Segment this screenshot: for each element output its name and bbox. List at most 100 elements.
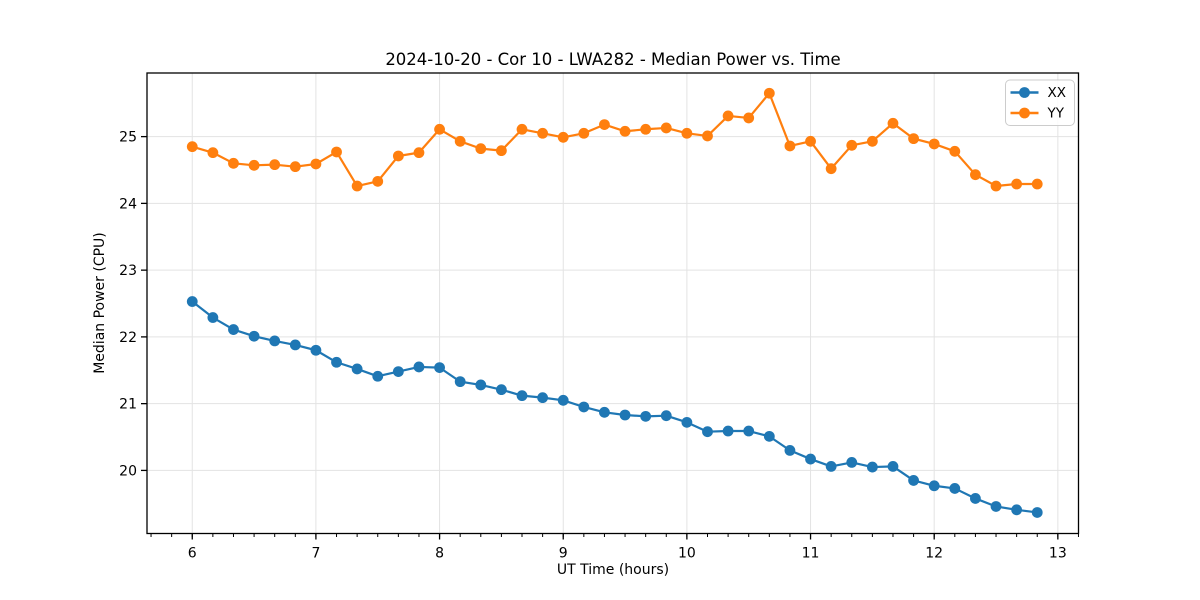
data-point xyxy=(557,394,569,406)
legend-label: YY xyxy=(1047,106,1065,122)
data-point xyxy=(557,131,569,143)
data-point xyxy=(619,125,631,137)
x-tick-label: 9 xyxy=(559,546,568,562)
series-xx xyxy=(186,296,1043,518)
data-point xyxy=(269,159,281,171)
data-point xyxy=(805,135,816,147)
data-point xyxy=(248,159,260,171)
series-yy xyxy=(186,87,1043,192)
data-point xyxy=(970,169,981,181)
data-point xyxy=(351,363,363,375)
x-tick-label: 10 xyxy=(678,546,696,562)
legend-marker xyxy=(1019,107,1030,119)
data-point xyxy=(578,127,590,139)
legend-item-yy: YY xyxy=(1010,106,1065,122)
data-point xyxy=(846,139,858,151)
data-point xyxy=(866,135,878,147)
data-point xyxy=(392,366,404,378)
data-point xyxy=(454,135,466,147)
data-point xyxy=(763,430,775,442)
data-point xyxy=(970,493,981,504)
x-tick-label: 8 xyxy=(435,546,444,562)
data-point xyxy=(207,147,219,159)
data-point xyxy=(887,461,899,472)
data-point xyxy=(434,123,445,135)
data-point xyxy=(392,150,404,162)
data-point xyxy=(516,123,528,135)
data-point xyxy=(825,163,837,175)
data-point xyxy=(228,157,239,169)
data-point xyxy=(928,480,940,492)
y-tick-label: 24 xyxy=(119,196,137,212)
data-point xyxy=(372,175,384,187)
data-point xyxy=(495,384,507,396)
data-point xyxy=(495,145,507,157)
data-point xyxy=(578,401,590,413)
data-point xyxy=(310,158,322,170)
data-point xyxy=(1031,178,1043,190)
data-point xyxy=(702,426,713,438)
data-point xyxy=(331,356,342,368)
data-point xyxy=(413,147,425,159)
data-point xyxy=(619,409,631,421)
data-point xyxy=(269,335,281,347)
data-point xyxy=(949,145,961,157)
data-point xyxy=(372,370,384,382)
data-point xyxy=(722,425,734,437)
data-point xyxy=(928,138,940,150)
data-point xyxy=(784,140,796,152)
y-tick-label: 21 xyxy=(119,397,137,413)
data-point xyxy=(825,461,837,472)
data-point xyxy=(722,110,734,122)
y-tick-label: 25 xyxy=(119,130,137,146)
data-point xyxy=(537,127,549,139)
data-point xyxy=(887,117,899,129)
legend-label: XX xyxy=(1048,85,1067,101)
data-point xyxy=(516,390,528,402)
data-point xyxy=(475,379,487,391)
data-point xyxy=(805,453,816,465)
data-point xyxy=(310,344,322,356)
plot-frame xyxy=(146,72,1080,535)
x-tick-label: 11 xyxy=(802,546,820,562)
y-axis-label: Median Power (CPU) xyxy=(92,232,108,374)
data-point xyxy=(743,112,755,124)
data-point xyxy=(289,339,301,351)
data-point xyxy=(186,296,198,307)
legend-item-xx: XX xyxy=(1010,85,1067,101)
data-point xyxy=(908,475,919,486)
data-point xyxy=(289,161,301,173)
y-tick-label: 23 xyxy=(119,263,137,279)
data-point xyxy=(640,410,652,422)
data-point xyxy=(990,501,1002,512)
data-point xyxy=(681,416,693,428)
data-point xyxy=(660,122,672,134)
data-point xyxy=(413,361,425,373)
data-point xyxy=(908,133,919,145)
data-point xyxy=(331,146,342,158)
data-point xyxy=(763,87,775,99)
data-point xyxy=(454,376,466,388)
data-point xyxy=(186,141,198,153)
y-tick-label: 22 xyxy=(119,330,137,346)
data-point xyxy=(537,392,549,404)
data-point xyxy=(866,461,878,473)
data-point xyxy=(599,119,610,131)
data-point xyxy=(351,180,363,192)
data-point xyxy=(949,483,961,494)
x-tick-label: 13 xyxy=(1049,546,1067,562)
data-point xyxy=(784,444,796,456)
chart-title: 2024-10-20 - Cor 10 - LWA282 - Median Po… xyxy=(385,50,841,69)
data-point xyxy=(1031,507,1043,518)
legend-marker xyxy=(1019,87,1030,98)
legend: XX YY xyxy=(1005,79,1075,126)
data-point xyxy=(743,425,755,437)
data-point xyxy=(599,406,610,418)
data-point xyxy=(1011,504,1023,516)
x-tick-label: 7 xyxy=(311,546,320,562)
data-point xyxy=(990,180,1002,192)
data-point xyxy=(475,143,487,155)
axes-ticks: 6 7 8 9 10 11 12 13 20 21 22 23 24 25 xyxy=(119,130,1079,562)
